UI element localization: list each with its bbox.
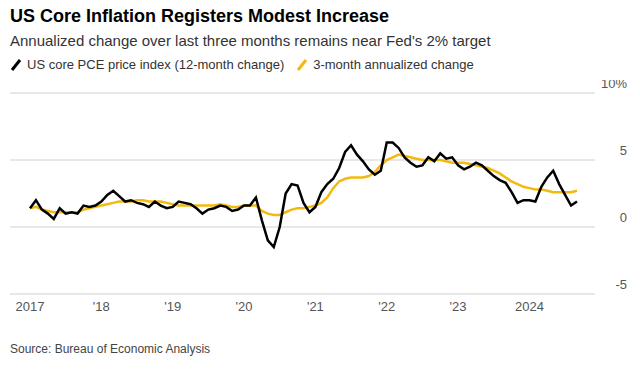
svg-text:'18: '18 bbox=[93, 299, 110, 314]
svg-text:'21: '21 bbox=[307, 299, 324, 314]
svg-text:2017: 2017 bbox=[16, 299, 45, 314]
html-text:US core PCE price index (12-mo: US core PCE price index (12-month change… bbox=[27, 57, 285, 72]
html-text:Source: Bureau of Economic Ana: Source: Bureau of Economic Analysis bbox=[10, 342, 211, 356]
svg-text:10%: 10% bbox=[601, 80, 627, 91]
svg-text:0: 0 bbox=[620, 210, 627, 225]
html-text:US Core Inflation Registers Mo: US Core Inflation Registers Modest Incre… bbox=[10, 6, 390, 26]
html-text:3-month annualized change: 3-month annualized change bbox=[313, 57, 474, 72]
svg-text:2024: 2024 bbox=[515, 299, 544, 314]
svg-text:'20: '20 bbox=[236, 299, 253, 314]
html-text:Annualized change over last th: Annualized change over last three months… bbox=[10, 32, 491, 49]
svg-text:'22: '22 bbox=[378, 299, 395, 314]
svg-text:'19: '19 bbox=[164, 299, 181, 314]
svg-text:5: 5 bbox=[620, 143, 627, 158]
svg-text:'23: '23 bbox=[450, 299, 467, 314]
svg-text:-5: -5 bbox=[615, 277, 627, 292]
